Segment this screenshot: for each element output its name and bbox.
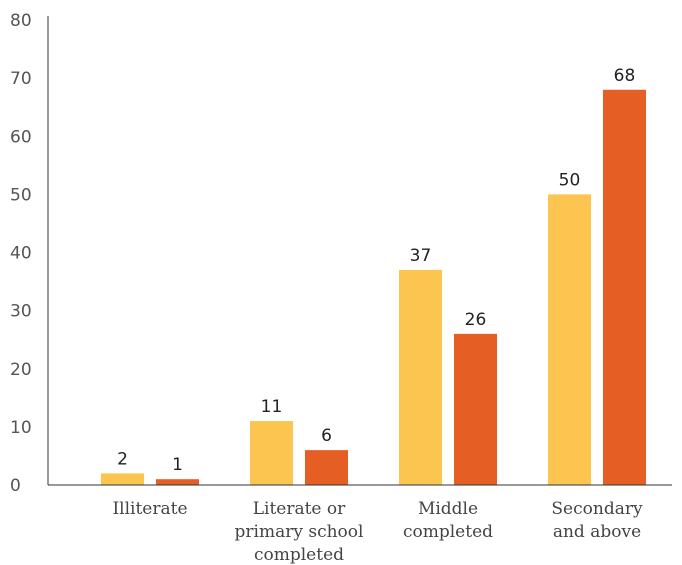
y-tick-label: 20 <box>10 360 32 380</box>
bar <box>548 194 591 485</box>
bar <box>156 479 199 485</box>
bar <box>454 333 497 485</box>
y-axis-ticks: 0 10 20 30 40 50 60 70 80 <box>10 11 32 496</box>
y-tick-label: 60 <box>10 127 32 147</box>
y-tick-label: 80 <box>10 11 32 31</box>
data-label: 50 <box>559 170 581 190</box>
x-tick-label: Literate or primary school completed <box>235 499 364 565</box>
data-label: 68 <box>614 66 636 86</box>
y-tick-label: 10 <box>10 418 32 438</box>
data-label: 1 <box>172 455 183 475</box>
data-label: 11 <box>261 397 283 417</box>
data-label: 26 <box>465 310 487 330</box>
data-label: 37 <box>410 246 432 266</box>
y-tick-label: 70 <box>10 69 32 89</box>
x-tick-label: Middle completed <box>403 499 493 542</box>
bar <box>101 473 144 485</box>
data-label: 2 <box>117 449 128 469</box>
bar <box>603 89 646 485</box>
y-tick-label: 50 <box>10 185 32 205</box>
x-tick-label: Illiterate <box>112 499 187 519</box>
bar <box>250 421 293 485</box>
y-tick-label: 30 <box>10 302 32 322</box>
bars <box>101 89 646 485</box>
y-tick-label: 40 <box>10 244 32 264</box>
bar <box>399 269 442 485</box>
x-axis-ticks: Illiterate Literate or primary school compl… <box>112 499 643 565</box>
bar <box>305 450 348 485</box>
data-label: 6 <box>321 426 332 446</box>
x-tick-label: Secondary and above <box>551 499 643 542</box>
y-tick-label: 0 <box>10 476 21 496</box>
